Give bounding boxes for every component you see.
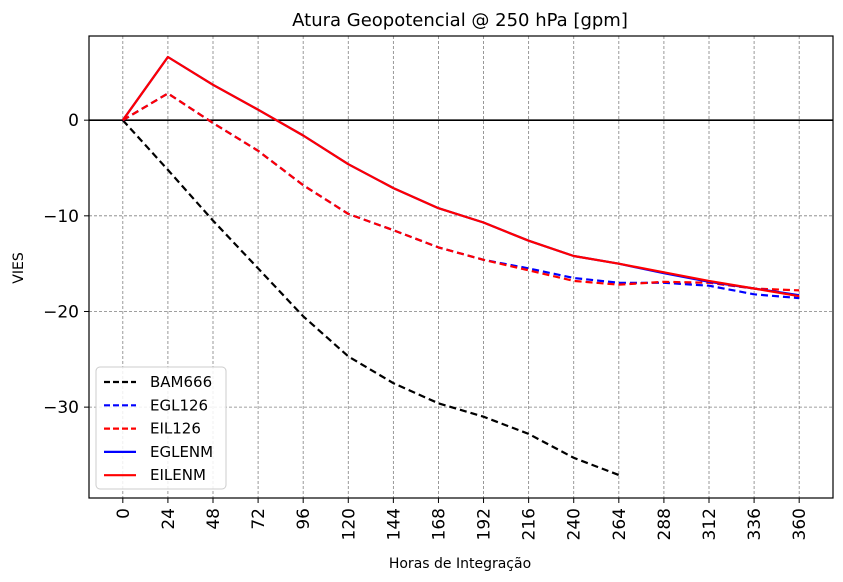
- series-layer: [121, 55, 800, 477]
- series-line-eil126: [122, 92, 800, 292]
- series-line-bam666: [121, 119, 620, 477]
- y-axis-label: VIES: [11, 252, 27, 284]
- x-tick-label: 312: [700, 508, 720, 540]
- x-tick-label: 48: [204, 508, 224, 530]
- chart-title: Atura Geopotencial @ 250 hPa [gpm]: [292, 10, 628, 31]
- x-tick-label: 120: [339, 508, 359, 540]
- x-tick-label: 0: [114, 508, 134, 519]
- legend-box: [95, 366, 227, 490]
- x-tick-label: 240: [565, 508, 585, 540]
- series-line-eilenm: [121, 55, 800, 298]
- x-tick-label: 24: [159, 508, 179, 530]
- y-tick-label: 0: [68, 111, 79, 131]
- x-tick-label: 288: [655, 508, 675, 540]
- x-tick-label: 144: [384, 508, 404, 540]
- x-tick-label: 192: [475, 508, 495, 540]
- y-tick-label: −30: [43, 398, 79, 418]
- legend-label-eil126: EIL126: [150, 420, 201, 438]
- x-tick-label: 72: [249, 508, 269, 530]
- legend-label-eglenm: EGLENM: [150, 443, 213, 461]
- y-tick-label: −20: [43, 302, 79, 322]
- legend-label-bam666: BAM666: [150, 373, 212, 391]
- y-tick-label: −10: [43, 207, 79, 227]
- plot-frame: [88, 35, 834, 499]
- x-tick-label: 264: [610, 508, 630, 540]
- y-axis-ticks: 0 −10 −20 −30: [43, 111, 89, 418]
- x-tick-label: 216: [520, 508, 540, 540]
- legend-label-eilenm: EILENM: [150, 466, 206, 484]
- x-tick-label: 336: [745, 508, 765, 540]
- legend-label-egl126: EGL126: [150, 396, 208, 414]
- x-tick-label: 96: [294, 508, 314, 530]
- x-tick-label: 168: [429, 508, 449, 540]
- x-tick-label: 360: [790, 508, 810, 540]
- x-axis-label: Horas de Integração: [389, 556, 531, 572]
- x-axis-ticks: 0 24 48 72 96 120 144 168 192 216 240 264 288 312 336 3…: [114, 498, 810, 540]
- legend: BAM666 EGL126 EIL126 EGLENM EILENM: [95, 366, 227, 490]
